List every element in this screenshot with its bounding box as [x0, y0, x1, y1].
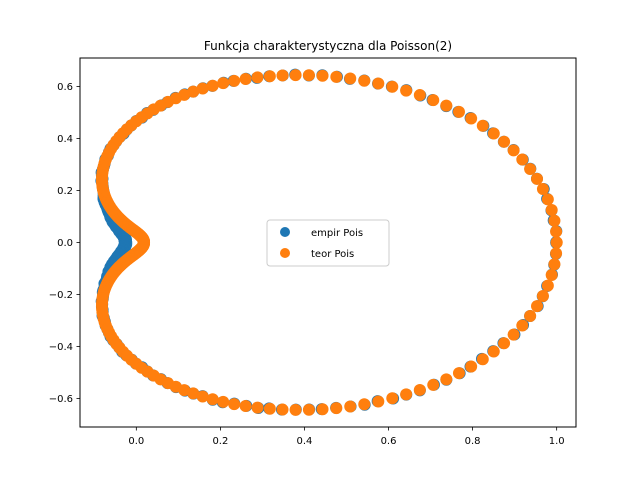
data-point: [228, 398, 241, 411]
series-layer: [95, 68, 563, 416]
data-point: [330, 402, 343, 415]
data-point: [531, 300, 544, 313]
data-point: [524, 163, 537, 176]
data-point: [239, 72, 252, 85]
data-point: [289, 403, 302, 416]
data-point: [541, 279, 554, 292]
data-point: [465, 360, 478, 373]
data-point: [302, 69, 315, 82]
data-point: [531, 172, 544, 185]
data-point: [187, 387, 200, 400]
data-point: [344, 400, 357, 413]
data-point: [550, 225, 563, 238]
data-point: [196, 390, 209, 403]
data-point: [251, 401, 264, 414]
data-point: [498, 135, 511, 148]
data-point: [400, 388, 413, 401]
x-tick-label: 0.4: [297, 436, 313, 447]
data-point: [487, 127, 500, 140]
legend-marker: [280, 227, 290, 237]
data-point: [372, 77, 385, 90]
data-point: [206, 393, 219, 406]
data-point: [386, 80, 399, 93]
y-axis: −0.6 −0.4 −0.2 0.0 0.2 0.4 0.6: [49, 82, 80, 405]
data-point: [440, 99, 453, 112]
data-point: [545, 203, 558, 216]
data-point: [217, 395, 230, 408]
data-point: [465, 112, 478, 125]
data-point: [289, 69, 302, 82]
data-point: [427, 378, 440, 391]
y-tick-label: 0.0: [57, 238, 73, 249]
legend: empir Pois teor Pois: [266, 219, 390, 267]
data-point: [358, 398, 371, 411]
y-tick-label: 0.4: [57, 134, 73, 145]
data-point: [536, 290, 549, 303]
data-point: [263, 70, 276, 83]
data-point: [516, 153, 529, 166]
data-point: [541, 193, 554, 206]
data-point: [316, 69, 329, 82]
x-axis: 0.0 0.2 0.4 0.6 0.8 1.0: [128, 427, 565, 447]
x-tick-label: 0.2: [212, 436, 228, 447]
y-tick-label: −0.4: [49, 342, 73, 353]
data-point: [548, 214, 561, 227]
data-point: [550, 247, 563, 260]
data-point: [545, 269, 558, 282]
data-point: [413, 89, 426, 102]
legend-box: [266, 219, 390, 267]
data-point: [550, 236, 563, 249]
series-1: [95, 69, 563, 416]
data-point: [196, 82, 209, 95]
x-tick-label: 0.8: [465, 436, 481, 447]
data-point: [452, 367, 465, 380]
data-point: [330, 70, 343, 83]
data-point: [386, 392, 399, 405]
x-tick-label: 1.0: [549, 436, 565, 447]
data-point: [476, 353, 489, 366]
x-tick-label: 0.0: [128, 436, 144, 447]
data-point: [344, 72, 357, 85]
data-point: [487, 345, 500, 358]
data-point: [548, 258, 561, 271]
data-point: [507, 328, 520, 341]
y-tick-label: −0.6: [49, 394, 73, 405]
y-tick-label: 0.2: [57, 186, 73, 197]
data-point: [524, 309, 537, 322]
data-point: [217, 77, 230, 90]
data-point: [372, 395, 385, 408]
legend-label: empir Pois: [311, 228, 363, 239]
data-point: [228, 74, 241, 87]
data-point: [536, 182, 549, 195]
data-point: [276, 69, 289, 82]
y-tick-label: −0.2: [49, 290, 73, 301]
data-point: [440, 373, 453, 386]
data-point: [452, 105, 465, 118]
data-point: [400, 84, 413, 97]
data-point: [263, 402, 276, 415]
y-tick-label: 0.6: [57, 82, 73, 93]
data-point: [413, 383, 426, 396]
legend-marker: [280, 248, 290, 258]
data-point: [276, 403, 289, 416]
chart-title: Funkcja charakterystyczna dla Poisson(2): [204, 39, 452, 53]
data-point: [206, 79, 219, 92]
legend-label: teor Pois: [311, 249, 354, 260]
data-point: [302, 403, 315, 416]
data-point: [251, 71, 264, 84]
data-point: [316, 403, 329, 416]
x-tick-label: 0.6: [381, 436, 397, 447]
data-point: [476, 119, 489, 132]
data-point: [498, 337, 511, 350]
data-point: [239, 400, 252, 413]
data-point: [507, 144, 520, 157]
data-point: [516, 319, 529, 332]
data-point: [427, 94, 440, 107]
data-point: [358, 74, 371, 87]
